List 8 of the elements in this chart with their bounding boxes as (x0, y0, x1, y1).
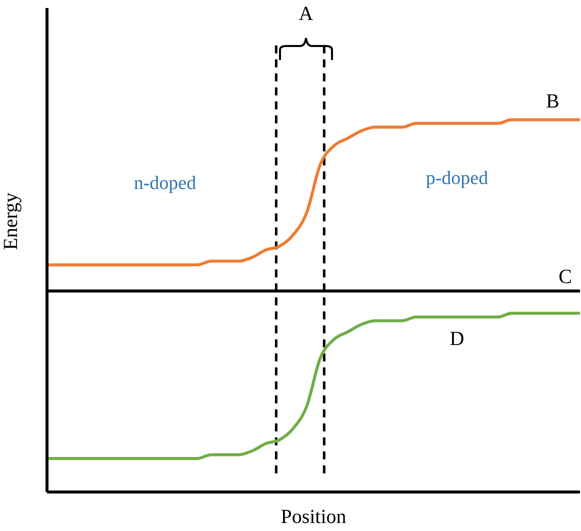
series-label: D (450, 328, 464, 350)
series-label: B (546, 90, 560, 113)
y-axis-title: Energy (0, 192, 22, 250)
x-axis-title: Position (280, 506, 346, 528)
annotation: p-doped (426, 168, 489, 189)
text: A (298, 3, 314, 25)
annotation: n-doped (134, 173, 197, 194)
ref-line-label: C (558, 266, 572, 288)
